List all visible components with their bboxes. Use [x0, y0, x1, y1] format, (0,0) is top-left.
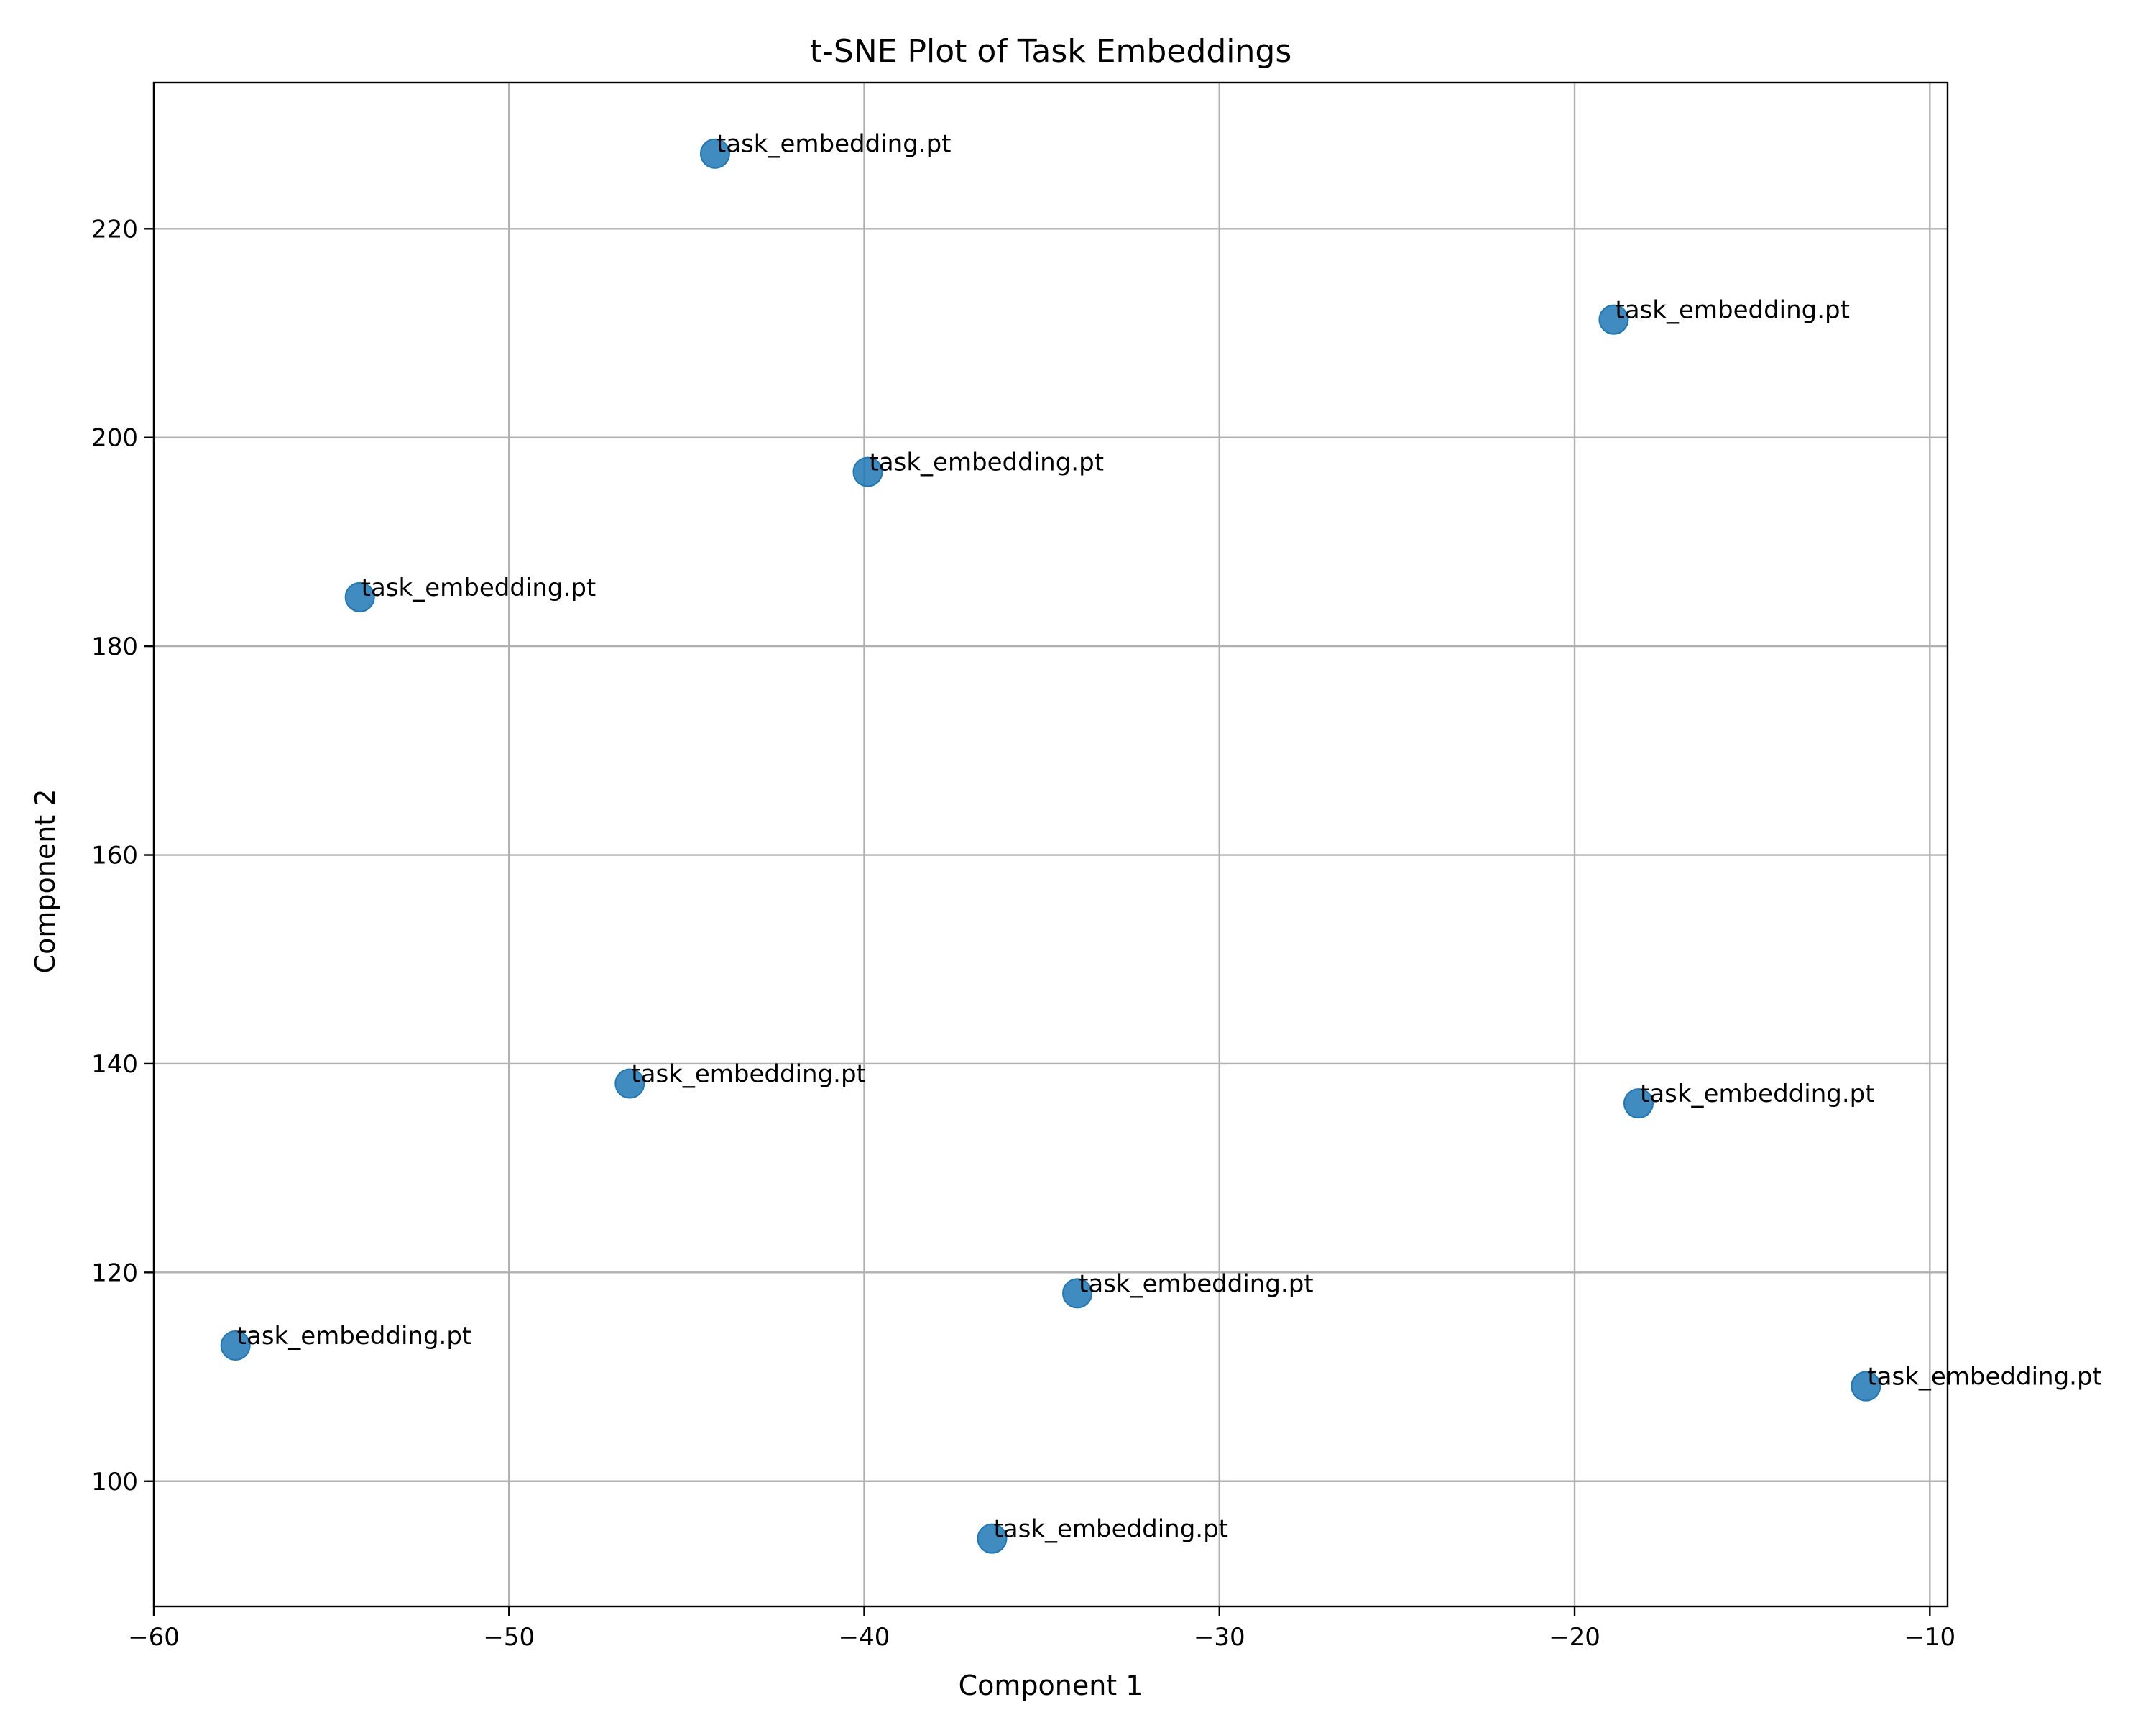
y-tick-label: 120	[91, 1259, 138, 1287]
point-label: task_embedding.pt	[1079, 1269, 1314, 1298]
point-label: task_embedding.pt	[631, 1060, 866, 1089]
x-tick-label: −60	[128, 1623, 180, 1652]
x-axis-label: Component 1	[959, 1670, 1143, 1701]
point-label: task_embedding.pt	[1615, 296, 1850, 325]
point-label: task_embedding.pt	[361, 574, 596, 602]
point-label: task_embedding.pt	[1867, 1363, 2102, 1392]
x-tick-label: −50	[483, 1623, 535, 1652]
data-point	[344, 581, 375, 612]
data-point	[977, 1523, 1008, 1554]
x-tick-label: −10	[1904, 1623, 1955, 1652]
point-labels-layer: task_embedding.pt task_embedding.pt task_e…	[237, 130, 2102, 1544]
plot-frame	[152, 81, 1949, 1608]
data-point	[220, 1330, 251, 1361]
point-label: task_embedding.pt	[1640, 1080, 1875, 1108]
x-tick-label: −20	[1549, 1623, 1600, 1652]
data-point	[614, 1068, 645, 1099]
data-point	[852, 456, 883, 487]
point-label: task_embedding.pt	[993, 1515, 1228, 1544]
point-label: task_embedding.pt	[237, 1322, 472, 1351]
y-axis-label: Component 2	[29, 789, 61, 974]
y-tick-label: 160	[91, 842, 138, 870]
y-tick-label: 220	[91, 215, 138, 244]
data-point	[1851, 1371, 1881, 1402]
y-tick-label: 100	[91, 1468, 138, 1496]
data-point	[1062, 1278, 1093, 1309]
points-layer	[220, 138, 1881, 1554]
point-label: task_embedding.pt	[869, 448, 1104, 477]
y-tick-label: 140	[91, 1050, 138, 1079]
y-tick-label: 180	[91, 632, 138, 661]
data-point	[1598, 304, 1629, 335]
x-tick-label: −40	[839, 1623, 890, 1652]
x-tick-label: −30	[1194, 1623, 1245, 1652]
point-label: task_embedding.pt	[717, 130, 952, 159]
grid-layer	[152, 83, 1948, 1606]
y-tick-label: 200	[91, 424, 138, 453]
ticks-layer: −60 −50 −40 −30 −20 −10 100 120 140 160 180 200 220	[91, 215, 1955, 1652]
data-point	[1623, 1088, 1654, 1119]
chart-title: t-SNE Plot of Task Embeddings	[810, 33, 1292, 70]
data-point	[699, 138, 730, 169]
